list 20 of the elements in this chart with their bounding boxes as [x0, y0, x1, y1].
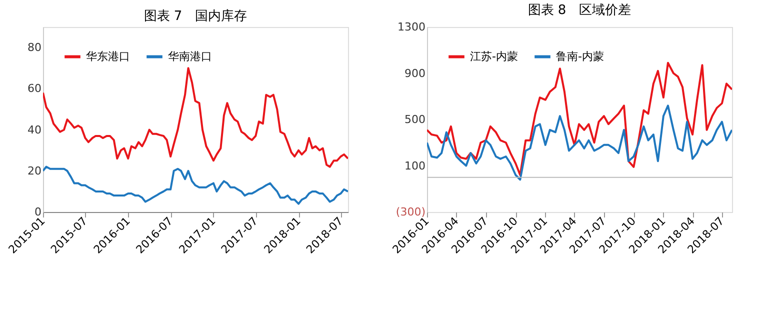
y-tick-label: 900 [404, 66, 426, 80]
legend-label: 华东港口 [86, 50, 130, 63]
y-tick-label: 40 [28, 123, 42, 136]
y-tick-label: 500 [404, 113, 426, 126]
y-tick-label: 1300 [398, 20, 426, 34]
chart-title: 图表 8 区域价差 [528, 3, 632, 18]
legend-label: 华南港口 [168, 50, 212, 63]
y-tick-label: 100 [404, 159, 426, 172]
legend-label: 江苏-内蒙 [470, 50, 518, 63]
line-series [43, 67, 348, 168]
y-tick-label: 60 [28, 82, 42, 96]
y-tick-label: (300) [396, 206, 426, 218]
legend-label: 鲁南-内蒙 [556, 50, 604, 63]
y-tick-label: 20 [28, 164, 42, 178]
y-tick-label: 80 [28, 41, 42, 54]
y-tick-label: 0 [34, 206, 42, 218]
line-series [427, 62, 732, 176]
line-series [427, 104, 732, 181]
line-series [43, 166, 348, 205]
chart-title: 图表 7 国内库存 [144, 9, 248, 24]
